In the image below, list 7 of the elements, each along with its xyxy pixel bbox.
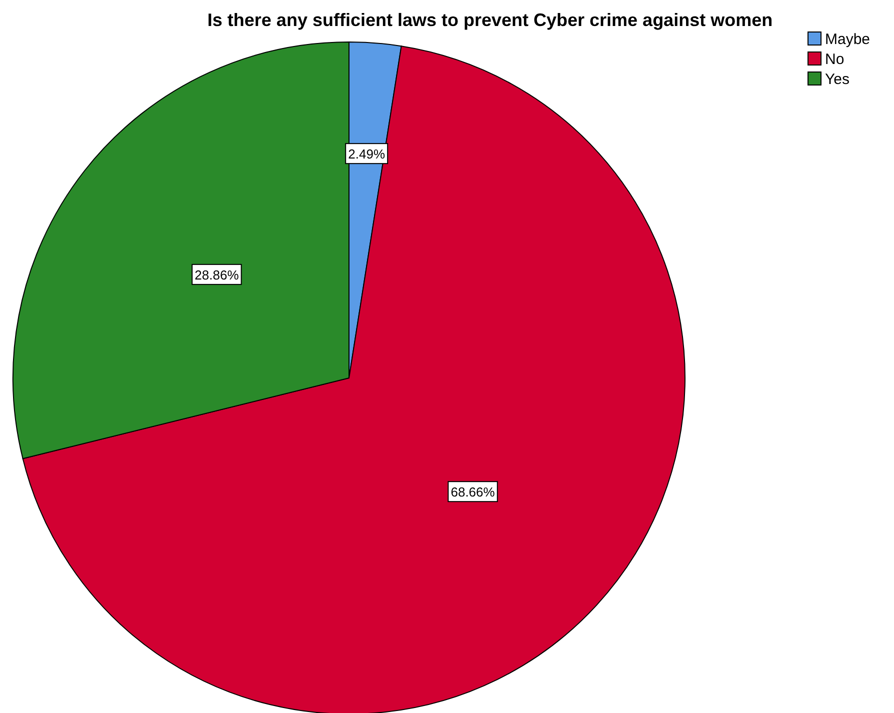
chart-title: Is there any sufficient laws to prevent Cyber crime against women — [207, 10, 773, 30]
data-label: 2.49% — [348, 146, 386, 162]
legend-label: No — [825, 51, 844, 68]
legend-label: Yes — [825, 71, 850, 88]
data-label: 68.66% — [450, 484, 496, 500]
legend-label: Maybe — [825, 31, 870, 48]
data-label: 28.86% — [194, 267, 240, 282]
